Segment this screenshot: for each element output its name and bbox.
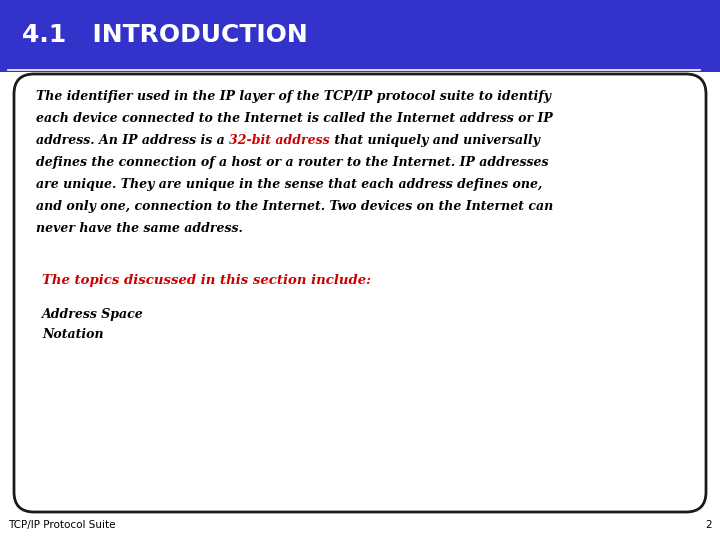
FancyBboxPatch shape (0, 0, 720, 72)
Text: are unique. They are unique in the sense that each address defines one,: are unique. They are unique in the sense… (36, 178, 542, 191)
Text: Notation: Notation (42, 328, 104, 341)
Text: The topics discussed in this section include:: The topics discussed in this section inc… (42, 274, 371, 287)
Text: TCP/IP Protocol Suite: TCP/IP Protocol Suite (8, 520, 115, 530)
Text: defines the connection of a host or a router to the Internet. IP addresses: defines the connection of a host or a ro… (36, 156, 549, 169)
Text: 2: 2 (706, 520, 712, 530)
Text: 4.1   INTRODUCTION: 4.1 INTRODUCTION (22, 23, 307, 46)
FancyBboxPatch shape (14, 74, 706, 512)
Text: each device connected to the Internet is called the Internet address or IP: each device connected to the Internet is… (36, 112, 553, 125)
Text: Address Space: Address Space (42, 308, 144, 321)
Text: 32-bit address: 32-bit address (229, 134, 330, 147)
Text: The identifier used in the IP layer of the TCP/IP protocol suite to identify: The identifier used in the IP layer of t… (36, 90, 551, 103)
Text: never have the same address.: never have the same address. (36, 222, 243, 235)
Text: address. An IP address is a: address. An IP address is a (36, 134, 229, 147)
Text: and only one, connection to the Internet. Two devices on the Internet can: and only one, connection to the Internet… (36, 200, 553, 213)
Text: that uniquely and universally: that uniquely and universally (330, 134, 539, 147)
